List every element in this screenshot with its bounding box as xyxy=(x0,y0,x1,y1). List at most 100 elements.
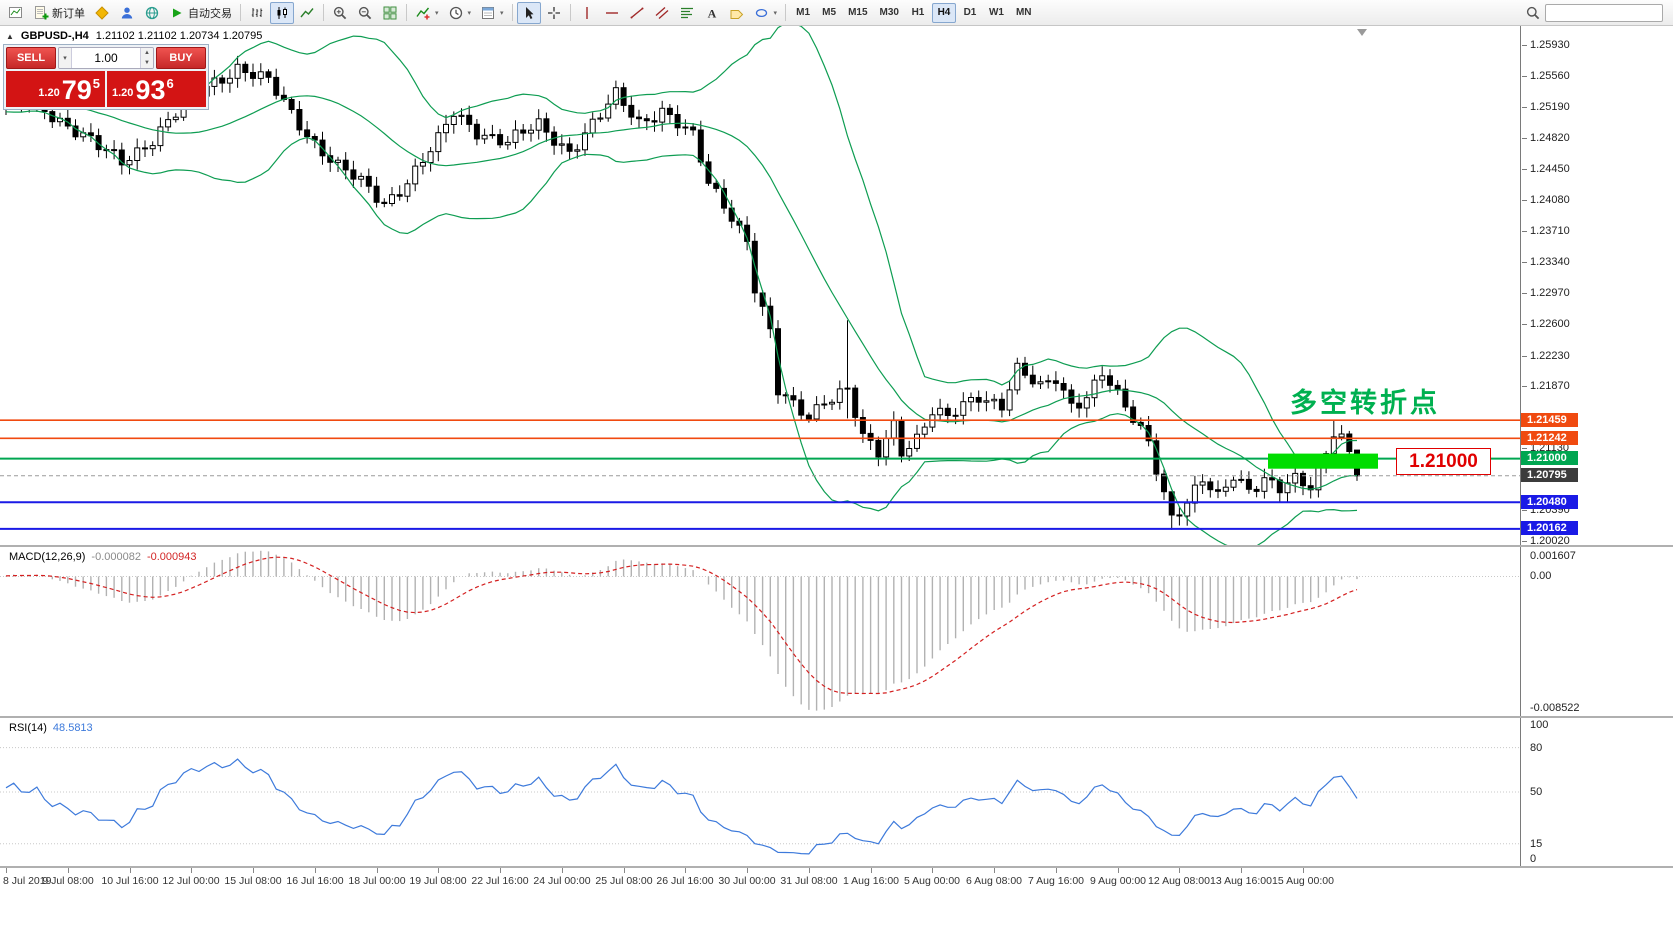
volume-input[interactable] xyxy=(72,48,140,68)
buy-price[interactable]: 1.20 93 6 xyxy=(107,71,206,107)
time-axis[interactable]: 8 Jul 2019 9 Jul 08:00 10 Jul 16:00 12 Jul … xyxy=(0,866,1673,896)
zoom-in-button[interactable] xyxy=(328,2,352,24)
time-axis-label: 15 Jul 08:00 xyxy=(224,875,282,887)
time-axis-tick xyxy=(500,868,501,873)
line-chart-mode-button[interactable] xyxy=(295,2,319,24)
sell-price-figure: 1.20 xyxy=(38,87,60,99)
zoom-out-button[interactable] xyxy=(353,2,377,24)
rsi-chart[interactable] xyxy=(0,718,1520,866)
chevron-down-icon: ▾ xyxy=(773,9,778,17)
price-scale-tick: 1.22230 xyxy=(1522,350,1570,362)
toolbar-right-group xyxy=(1525,3,1669,22)
level-callout-1.21000[interactable]: 1.21000 xyxy=(1396,448,1491,475)
timeframe-h1[interactable]: H1 xyxy=(911,7,925,18)
chinese-annotation-text[interactable]: 多空转折点 xyxy=(1290,388,1440,418)
shapes-tool-button[interactable]: ▾ xyxy=(750,2,782,24)
time-axis-tick xyxy=(130,868,131,873)
price-scale-tick: 1.24820 xyxy=(1522,132,1570,144)
horizontal-line-icon xyxy=(605,11,618,14)
time-axis-label: 10 Jul 16:00 xyxy=(101,875,159,887)
time-axis-tick xyxy=(562,868,563,873)
ellipse-shape-icon xyxy=(755,8,767,17)
crosshair-tool-button[interactable] xyxy=(542,2,566,24)
search-icon[interactable] xyxy=(1525,5,1541,21)
panel-splitter-macd[interactable] xyxy=(0,545,1673,547)
fibonacci-tool-button[interactable] xyxy=(675,2,699,24)
timeframe-group: M1 M5 M15 M30 H1 H4 D1 W1 MN xyxy=(790,2,1037,23)
new-chart-button[interactable] xyxy=(4,2,28,24)
macd-chart[interactable] xyxy=(0,547,1520,716)
horizontal-line-tool-button[interactable] xyxy=(600,2,624,24)
price-scale-tick: 1.23710 xyxy=(1522,225,1570,237)
indicators-button[interactable]: ▾ xyxy=(411,2,443,24)
time-axis-tick xyxy=(932,868,933,873)
time-axis-label: 19 Jul 08:00 xyxy=(409,875,467,887)
tile-windows-button[interactable] xyxy=(378,2,402,24)
rsi-scale-15: 15 xyxy=(1530,838,1543,850)
sell-price[interactable]: 1.20 79 5 xyxy=(6,71,105,107)
cursor-tool-button[interactable] xyxy=(516,1,541,24)
timeframe-m30[interactable]: M30 xyxy=(879,7,899,18)
time-axis-label: 5 Aug 00:00 xyxy=(903,875,961,887)
time-axis-label: 31 Jul 08:00 xyxy=(780,875,838,887)
main-toolbar: 新订单 自动交易 xyxy=(0,0,1673,26)
vertical-line-tool-button[interactable] xyxy=(575,2,599,24)
time-axis-label: 9 Jul 08:00 xyxy=(42,875,94,887)
time-axis-tick xyxy=(871,868,872,873)
text-tool-button[interactable]: A xyxy=(700,2,724,24)
toolbar-separator xyxy=(785,4,787,21)
timeframe-m15[interactable]: M15 xyxy=(848,7,868,18)
timeframe-m5[interactable]: M5 xyxy=(822,7,837,18)
tile-windows-icon xyxy=(383,6,397,19)
fibonacci-icon xyxy=(680,7,693,18)
time-axis-tick xyxy=(191,868,192,873)
time-axis-tick xyxy=(685,868,686,873)
panel-splitter-rsi[interactable] xyxy=(0,716,1673,718)
autotrading-button[interactable]: 自动交易 xyxy=(165,2,236,24)
indicators-icon xyxy=(416,7,430,19)
rsi-scale-80: 80 xyxy=(1530,742,1543,754)
metaquotes-button[interactable] xyxy=(90,2,114,24)
community-button[interactable] xyxy=(140,2,164,24)
trendline-tool-button[interactable] xyxy=(625,2,649,24)
periods-button[interactable]: ▾ xyxy=(444,2,476,24)
volume-stepper[interactable]: ▲ ▼ xyxy=(140,48,153,68)
timeframe-h4[interactable]: H4 xyxy=(931,2,956,23)
price-chart[interactable] xyxy=(0,26,1520,545)
new-order-button[interactable]: 新订单 xyxy=(29,2,89,24)
templates-button[interactable]: ▾ xyxy=(476,2,508,24)
timeframe-mn[interactable]: MN xyxy=(1015,7,1032,18)
sell-button[interactable]: SELL xyxy=(6,47,56,69)
time-axis-tick xyxy=(809,868,810,873)
candlestick-mode-button[interactable] xyxy=(270,1,294,24)
collapse-ohlc-icon[interactable]: ▲ xyxy=(6,31,14,41)
volume-dropdown-icon[interactable]: ▾ xyxy=(59,48,72,68)
chevron-down-icon: ▾ xyxy=(500,9,504,17)
profile-button[interactable] xyxy=(115,2,139,24)
timeframe-d1[interactable]: D1 xyxy=(963,7,977,18)
timeframe-m1[interactable]: M1 xyxy=(796,7,811,18)
volume-up-icon[interactable]: ▲ xyxy=(144,50,150,56)
timeframe-w1[interactable]: W1 xyxy=(988,7,1004,18)
buy-price-pips: 93 xyxy=(135,75,166,106)
price-scale-tick: 1.24450 xyxy=(1522,163,1570,175)
rsi-label: RSI(14) 48.5813 xyxy=(7,722,95,734)
time-axis-tick xyxy=(1241,868,1242,873)
price-scale-column[interactable]: 1.25930 1.25560 1.25190 1.24820 1.24450 1.240… xyxy=(1520,26,1673,866)
volume-down-icon[interactable]: ▼ xyxy=(144,60,150,66)
time-axis-tick xyxy=(1118,868,1119,873)
buy-button[interactable]: BUY xyxy=(156,47,206,69)
time-axis-tick xyxy=(1303,868,1304,873)
chevron-down-icon: ▾ xyxy=(435,9,439,17)
macd-name: MACD(12,26,9) xyxy=(9,551,86,563)
bar-chart-mode-button[interactable] xyxy=(245,2,269,24)
time-axis-label: 24 Jul 00:00 xyxy=(533,875,591,887)
highlight-rectangle[interactable] xyxy=(1268,453,1378,469)
zoom-out-icon xyxy=(358,6,372,19)
bollinger-upper-band xyxy=(5,26,1358,469)
toolbar-separator xyxy=(511,4,513,21)
symbol-search-input[interactable] xyxy=(1545,3,1663,22)
channel-tool-button[interactable] xyxy=(650,2,674,24)
rsi-name: RSI(14) xyxy=(9,722,47,734)
label-tool-button[interactable] xyxy=(725,2,749,24)
